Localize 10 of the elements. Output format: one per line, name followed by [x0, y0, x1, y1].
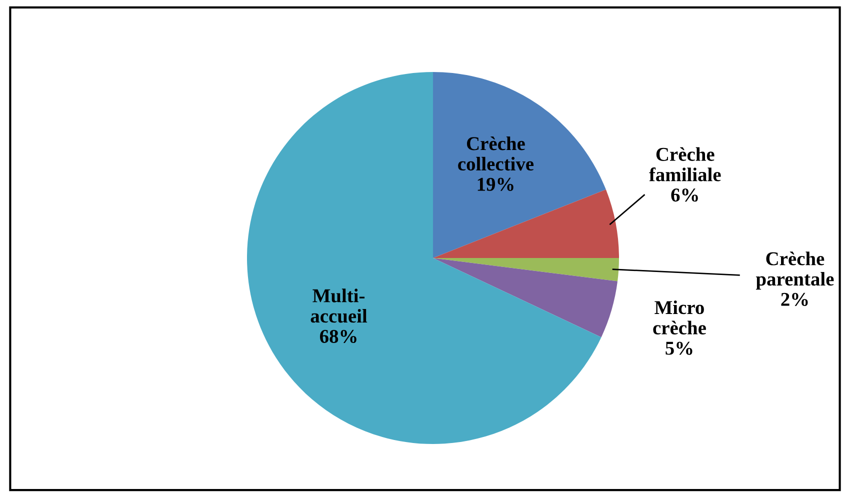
- slice-label: Crèche parentale: [756, 252, 834, 290]
- slice-label: Micro crèche: [653, 300, 706, 334]
- data-label: 19%: [478, 178, 514, 191]
- slice-label: Multi-accueil: [310, 288, 368, 323]
- data-label: 5%: [666, 342, 692, 355]
- data-label: 68%: [320, 330, 356, 344]
- slice-label: Crèche collective: [458, 136, 534, 171]
- data-label: 2%: [781, 292, 808, 306]
- slice-label: Crèche familiale: [649, 147, 721, 182]
- data-label: 6%: [671, 188, 698, 202]
